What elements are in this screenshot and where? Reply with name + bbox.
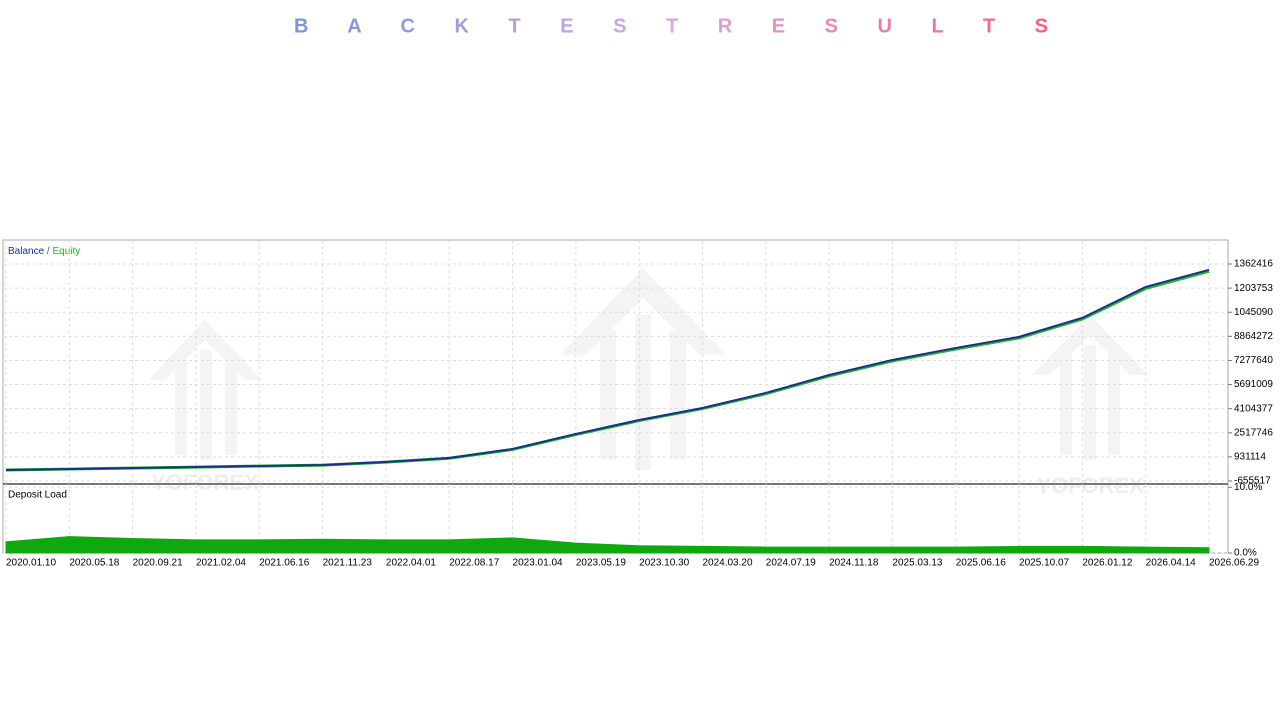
x-tick-label: 2025.03.13 <box>892 558 942 569</box>
x-tick-label: 2024.07.19 <box>766 558 816 569</box>
panel-title: Deposit Load <box>8 490 67 501</box>
y-tick-label: 1045090 <box>1234 307 1273 318</box>
legend-label: Balance / Equity <box>8 246 80 257</box>
legend-separator: / <box>47 246 50 257</box>
legend-entry: Balance <box>8 246 45 257</box>
x-tick-label: 2026.06.29 <box>1209 558 1259 569</box>
x-tick-label: 2020.01.10 <box>6 558 56 569</box>
x-tick-label: 2020.05.18 <box>69 558 119 569</box>
x-tick-label: 2026.01.12 <box>1082 558 1132 569</box>
x-tick-label: 2022.04.01 <box>386 558 436 569</box>
y-tick-label: 10.0% <box>1234 482 1262 493</box>
x-tick-label: 2024.11.18 <box>829 558 879 569</box>
y-tick-label: 1362416 <box>1234 259 1273 270</box>
y-tick-label: 4104377 <box>1234 403 1273 414</box>
deposit-load-area <box>5 536 1210 554</box>
x-tick-label: 2024.03.20 <box>702 558 752 569</box>
x-tick-label: 2023.05.19 <box>576 558 626 569</box>
page-title: B A C K T E S T R E S U L T S <box>294 15 1048 37</box>
y-tick-label: 931114 <box>1234 452 1266 463</box>
y-tick-label: -655517 <box>1234 476 1271 487</box>
x-tick-label: 2022.08.17 <box>449 558 499 569</box>
x-tick-label: 2021.11.23 <box>323 558 373 569</box>
watermark-text: YOFOREX <box>151 470 259 495</box>
x-tick-label: 2025.10.07 <box>1019 558 1069 569</box>
x-tick-label: 2023.10.30 <box>639 558 689 569</box>
y-tick-label: 2517746 <box>1234 427 1273 438</box>
y-tick-label: 1203753 <box>1234 283 1273 294</box>
y-tick-label: 8864272 <box>1234 331 1273 342</box>
y-tick-label: 5691009 <box>1234 379 1273 390</box>
series-line <box>5 268 1210 471</box>
y-tick-label: 7277640 <box>1234 355 1273 366</box>
x-tick-label: 2023.01.04 <box>513 558 563 569</box>
legend-entry: Equity <box>52 246 80 257</box>
x-tick-label: 2026.04.14 <box>1146 558 1196 569</box>
x-tick-label: 2025.06.16 <box>956 558 1006 569</box>
watermark-text: YOFOREX <box>1036 473 1144 498</box>
watermark-logos <box>148 268 1148 470</box>
x-tick-label: 2020.09.21 <box>133 558 183 569</box>
chart-frame <box>2 239 1229 554</box>
x-tick-label: 2021.02.04 <box>196 558 246 569</box>
x-tick-label: 2021.06.16 <box>259 558 309 569</box>
y-tick-label: 0.0% <box>1234 548 1257 559</box>
